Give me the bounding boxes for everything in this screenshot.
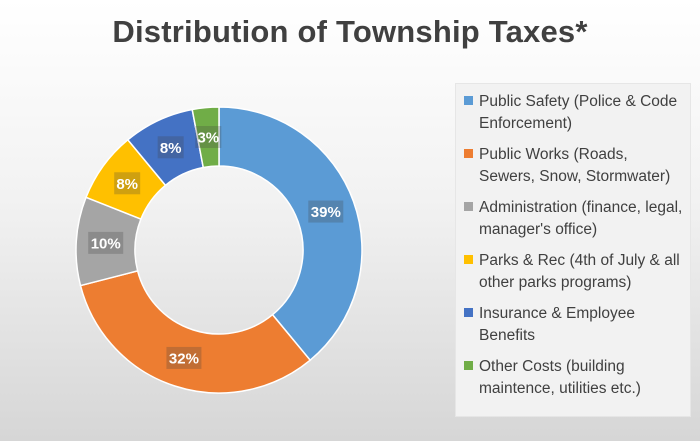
- chart-legend: Public Safety (Police & Code Enforcement…: [455, 83, 691, 417]
- donut-slice-6: [191, 106, 220, 169]
- legend-swatch: [464, 202, 473, 211]
- legend-item: Parks & Rec (4th of July & all other par…: [464, 250, 684, 294]
- data-label-text: 8%: [116, 176, 138, 193]
- legend-swatch: [464, 96, 473, 105]
- legend-item: Other Costs (building maintence, utiliti…: [464, 356, 684, 400]
- legend-label: Public Safety (Police & Code Enforcement…: [479, 93, 678, 132]
- donut-slice-1: [218, 106, 363, 362]
- legend-item: Public Works (Roads, Sewers, Snow, Storm…: [464, 144, 684, 188]
- legend-swatch: [464, 149, 473, 158]
- data-label-1: 39%: [308, 200, 344, 223]
- data-label-text: 3%: [197, 130, 219, 147]
- legend-swatch: [464, 308, 473, 317]
- legend-item: Public Safety (Police & Code Enforcement…: [464, 91, 684, 135]
- legend-item: Insurance & Employee Benefits: [464, 303, 684, 347]
- data-label-6: 3%: [195, 126, 222, 149]
- legend-label: Other Costs (building maintence, utiliti…: [479, 358, 641, 397]
- legend-swatch: [464, 255, 473, 264]
- data-label-3: 10%: [88, 231, 124, 254]
- legend-label: Administration (finance, legal, manager'…: [479, 199, 683, 238]
- legend-label: Parks & Rec (4th of July & all other par…: [479, 252, 680, 291]
- data-label-text: 8%: [160, 140, 182, 157]
- data-label-text: 39%: [311, 204, 341, 221]
- legend-label: Public Works (Roads, Sewers, Snow, Storm…: [479, 146, 671, 185]
- legend-label: Insurance & Employee Benefits: [479, 305, 635, 344]
- data-label-text: 32%: [169, 350, 199, 367]
- chart-title: Distribution of Township Taxes*: [112, 14, 588, 49]
- donut-slice-2: [79, 269, 312, 394]
- legend-swatch: [464, 361, 473, 370]
- data-label-text: 10%: [91, 235, 121, 252]
- data-label-5: 8%: [157, 136, 184, 159]
- data-label-2: 32%: [166, 346, 202, 369]
- legend-item: Administration (finance, legal, manager'…: [464, 197, 684, 241]
- data-label-4: 8%: [114, 172, 141, 195]
